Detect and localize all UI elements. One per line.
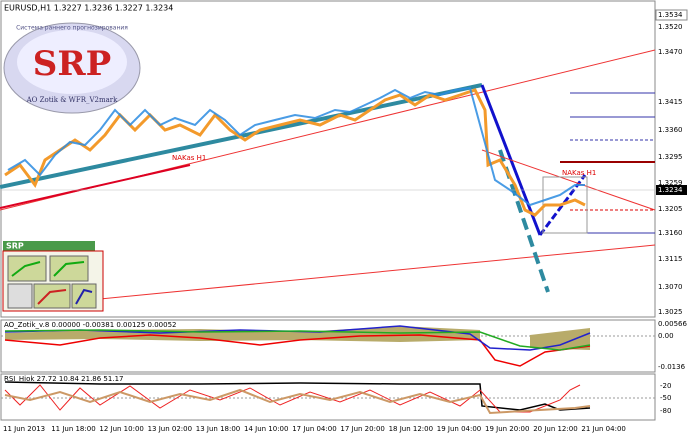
time-label: 18 Jun 12:00 [389, 425, 433, 433]
price-label: 1.3415 [658, 98, 683, 106]
indicator1-frame [0, 319, 656, 373]
price-label: 1.3295 [658, 153, 683, 161]
price-label: 1.3070 [658, 283, 683, 291]
indicator-label: AO_Zotik_v.8 0.00000 -0.00381 0.00125 0.… [4, 321, 177, 329]
price-label: 1.3360 [658, 126, 683, 134]
panel-title: SRP [6, 242, 24, 251]
main-chart-frame [0, 0, 656, 318]
price-label: 1.3205 [658, 205, 683, 213]
price-label: 1.3259 [658, 179, 683, 187]
indicator-label: RSI_Hiok 27.72 10.84 21.86 51.17 [4, 375, 123, 383]
tool-button[interactable] [7, 255, 47, 282]
logo-top-text: Система раннего прогнозирования [16, 25, 128, 32]
time-label: 11 Jun 18:00 [51, 425, 95, 433]
tool-button[interactable] [33, 283, 71, 309]
time-label: 19 Jun 04:00 [437, 425, 481, 433]
tool-button[interactable] [71, 283, 97, 309]
time-label: 11 Jun 2013 [3, 425, 45, 433]
price-bars [4, 86, 586, 217]
srp-panel: SRP [2, 241, 104, 312]
current-price: 1.3234 [658, 186, 683, 194]
indicator-axis-label: -50 [660, 394, 671, 402]
current-price-box [656, 185, 687, 195]
top-price-box [655, 9, 688, 21]
time-label: 13 Jun 02:00 [148, 425, 192, 433]
indicator2-frame [0, 373, 656, 421]
indicator1-plot [1, 325, 655, 367]
price-label: 1.3025 [658, 308, 683, 316]
time-label: 21 Jun 04:00 [581, 425, 625, 433]
time-label: 13 Jun 18:00 [196, 425, 240, 433]
tool-button[interactable] [7, 283, 33, 309]
indicator-axis-label: 0.00566 [658, 320, 687, 328]
tool-button[interactable] [49, 255, 89, 282]
time-label: 17 Jun 20:00 [340, 425, 384, 433]
time-label: 17 Jun 04:00 [292, 425, 336, 433]
indicator-axis-label: 0.00 [658, 332, 674, 340]
logo-title: SRP [33, 44, 111, 84]
price-label: 1.3160 [658, 229, 683, 237]
time-label: 19 Jun 20:00 [485, 425, 529, 433]
indicator2-plot [1, 381, 655, 415]
indicator-axis-label: -0.0136 [658, 363, 686, 371]
price-label: 1.3115 [658, 255, 683, 263]
chart-header: EURUSD,H1 1.3227 1.3236 1.3227 1.3234 [4, 4, 173, 13]
line-label: NAKas H1 [562, 169, 596, 177]
logo-bottom-text: AO Zotik & WFR_V2mark [26, 96, 119, 104]
line-label: NAKas H1 [172, 154, 206, 162]
time-label: 14 Jun 10:00 [244, 425, 288, 433]
indicator-axis-label: -80 [660, 407, 671, 415]
top-price: 1.3534 [658, 11, 683, 19]
price-label: 1.3470 [658, 48, 683, 56]
price-label: 1.3520 [658, 23, 683, 31]
time-label: 20 Jun 12:00 [533, 425, 577, 433]
logo: SRP Система раннего прогнозирования AO Z… [3, 22, 141, 114]
time-label: 12 Jun 10:00 [99, 425, 143, 433]
indicator-axis-label: -20 [660, 382, 671, 390]
